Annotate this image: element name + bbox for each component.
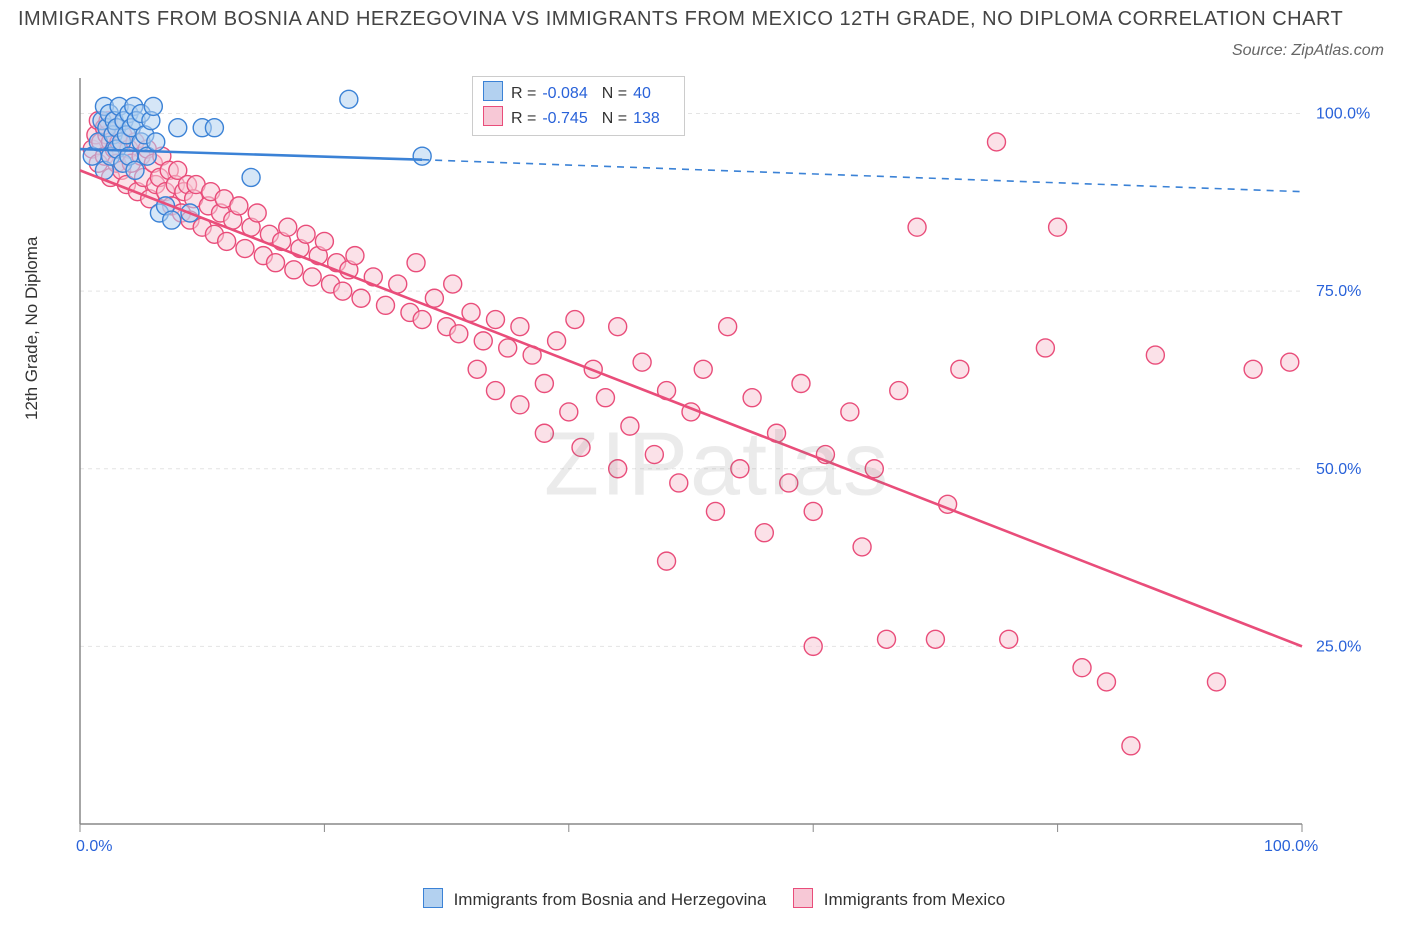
stats-legend-box: R =-0.084N =40R =-0.745N =138: [472, 76, 685, 136]
svg-text:50.0%: 50.0%: [1316, 461, 1361, 478]
chart-container: IMMIGRANTS FROM BOSNIA AND HERZEGOVINA V…: [0, 0, 1406, 930]
scatter-svg: 25.0% 50.0% 75.0% 100.0%: [62, 70, 1372, 860]
plot-area: 25.0%50.0%75.0%100.0% ZIPatlas R =-0.084…: [62, 70, 1372, 860]
legend-swatch-bosnia: [423, 888, 443, 908]
legend-label-bosnia: Immigrants from Bosnia and Herzegovina: [454, 890, 767, 909]
legend-swatch-mexico: [793, 888, 813, 908]
svg-text:75.0%: 75.0%: [1316, 283, 1361, 300]
x-axis-min-label: 0.0%: [76, 838, 112, 856]
x-axis-max-label: 100.0%: [1264, 838, 1318, 856]
bottom-legend: Immigrants from Bosnia and Herzegovina I…: [0, 888, 1406, 910]
svg-text:100.0%: 100.0%: [1316, 106, 1370, 123]
chart-title: IMMIGRANTS FROM BOSNIA AND HERZEGOVINA V…: [18, 8, 1388, 31]
source-attribution: Source: ZipAtlas.com: [1232, 42, 1384, 60]
svg-text:25.0%: 25.0%: [1316, 638, 1361, 655]
legend-label-mexico: Immigrants from Mexico: [824, 890, 1005, 909]
y-axis-label: 12th Grade, No Diploma: [22, 237, 42, 420]
